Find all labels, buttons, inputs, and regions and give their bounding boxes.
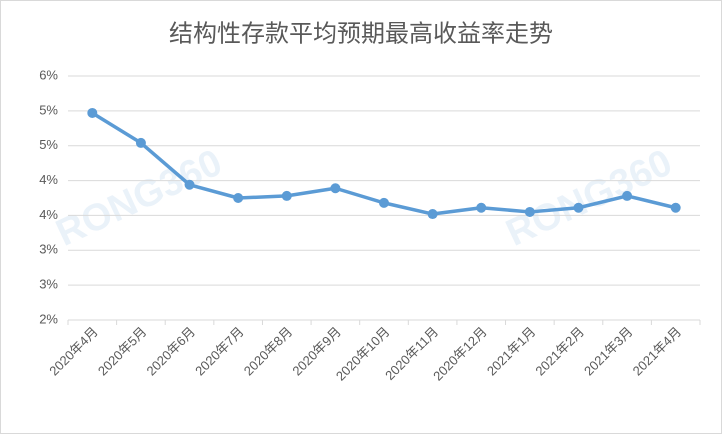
- y-tick-label: 3%: [39, 277, 58, 292]
- point: [379, 197, 389, 208]
- y-tick-label: 5%: [39, 102, 58, 117]
- point: [524, 206, 535, 217]
- y-tick-label: 2%: [39, 311, 58, 326]
- chart-title: 结构性存款平均预期最高收益率走势: [169, 20, 553, 47]
- point: [281, 190, 292, 201]
- point: [476, 202, 487, 213]
- y-tick-label: 4%: [39, 207, 58, 222]
- point: [330, 183, 341, 194]
- point: [184, 179, 195, 190]
- point: [573, 202, 584, 213]
- point: [427, 209, 438, 220]
- y-tick-label: 3%: [39, 242, 58, 257]
- point: [622, 190, 633, 201]
- point: [670, 202, 681, 213]
- point: [135, 137, 146, 148]
- y-tick-label: 6%: [39, 67, 58, 82]
- y-tick-label: 5%: [39, 137, 58, 152]
- point: [233, 193, 244, 203]
- y-tick-label: 4%: [39, 172, 58, 187]
- point: [87, 107, 98, 118]
